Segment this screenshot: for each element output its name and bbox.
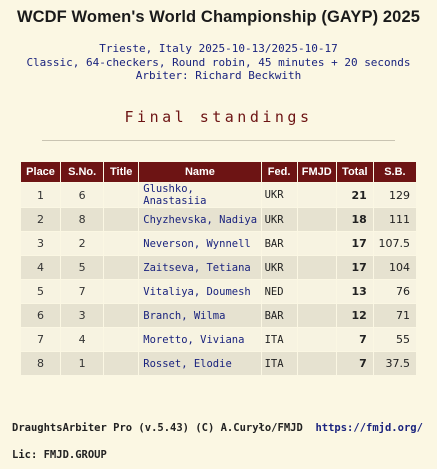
page-title: WCDF Women's World Championship (GAYP) 2… (16, 8, 421, 26)
fmjd-cell (297, 352, 336, 375)
title-cell (104, 208, 139, 231)
player-name-link[interactable]: Chyzhevska, Nadiya (139, 208, 261, 231)
license-text: Lic: FMJD.GROUP (12, 449, 107, 461)
fmjd-cell (297, 328, 336, 351)
fed-cell: BAR (261, 304, 297, 327)
header-place: Place (21, 162, 61, 182)
sno-cell: 4 (61, 328, 104, 351)
title-cell (104, 256, 139, 279)
fed-cell: ITA (261, 352, 297, 375)
total-cell: 17 (336, 232, 373, 255)
total-cell: 7 (336, 328, 373, 351)
total-cell: 13 (336, 280, 373, 303)
table-row: 7 4 Moretto, Viviana ITA 7 55 (21, 328, 416, 351)
table-header-row: Place S.No. Title Name Fed. FMJD Total S… (21, 162, 416, 182)
sno-cell: 5 (61, 256, 104, 279)
fed-cell: UKR (261, 256, 297, 279)
player-name-link[interactable]: Zaitseva, Tetiana (139, 256, 261, 279)
fmjd-cell (297, 280, 336, 303)
place-cell: 1 (21, 183, 61, 207)
sno-cell: 8 (61, 208, 104, 231)
sno-cell: 2 (61, 232, 104, 255)
header-fed: Fed. (261, 162, 297, 182)
place-cell: 4 (21, 256, 61, 279)
player-name-link[interactable]: Vitaliya, Doumesh (139, 280, 261, 303)
table-row: 3 2 Neverson, Wynnell BAR 17 107.5 (21, 232, 416, 255)
player-name-link[interactable]: Moretto, Viviana (139, 328, 261, 351)
arbiter: Arbiter: Richard Beckwith (135, 69, 302, 82)
sb-cell: 55 (373, 328, 416, 351)
fed-cell: BAR (261, 232, 297, 255)
software-name: DraughtsArbiter Pro (v.5.43) (C) A.Curył… (12, 422, 303, 434)
table-row: 6 3 Branch, Wilma BAR 12 71 (21, 304, 416, 327)
title-cell (104, 280, 139, 303)
location-dates: Trieste, Italy 2025-10-13/2025-10-17 (99, 42, 338, 55)
table-row: 2 8 Chyzhevska, Nadiya UKR 18 111 (21, 208, 416, 231)
player-name-link[interactable]: Neverson, Wynnell (139, 232, 261, 255)
place-cell: 3 (21, 232, 61, 255)
tournament-info: Trieste, Italy 2025-10-13/2025-10-17 Cla… (0, 42, 437, 83)
header-name: Name (139, 162, 261, 182)
sb-cell: 111 (373, 208, 416, 231)
place-cell: 5 (21, 280, 61, 303)
sno-cell: 3 (61, 304, 104, 327)
header-title: Title (104, 162, 139, 182)
player-name-link[interactable]: Rosset, Elodie (139, 352, 261, 375)
total-cell: 18 (336, 208, 373, 231)
sb-cell: 71 (373, 304, 416, 327)
player-name-link[interactable]: Glushko, Anastasiia (139, 183, 261, 207)
title-cell (104, 352, 139, 375)
fmjd-cell (297, 304, 336, 327)
header-fmjd: FMJD (297, 162, 336, 182)
sb-cell: 129 (373, 183, 416, 207)
fed-cell: UKR (261, 208, 297, 231)
fed-cell: UKR (261, 183, 297, 207)
fmjd-cell (297, 183, 336, 207)
title-cell (104, 328, 139, 351)
table-row: 5 7 Vitaliya, Doumesh NED 13 76 (21, 280, 416, 303)
fed-cell: NED (261, 280, 297, 303)
place-cell: 6 (21, 304, 61, 327)
standings-table: Place S.No. Title Name Fed. FMJD Total S… (20, 161, 417, 376)
total-cell: 7 (336, 352, 373, 375)
total-cell: 12 (336, 304, 373, 327)
fmjd-link[interactable]: https://fmjd.org/ (315, 422, 423, 434)
header-sb: S.B. (373, 162, 416, 182)
place-cell: 8 (21, 352, 61, 375)
fmjd-cell (297, 208, 336, 231)
sb-cell: 37.5 (373, 352, 416, 375)
player-name-link[interactable]: Branch, Wilma (139, 304, 261, 327)
place-cell: 7 (21, 328, 61, 351)
sno-cell: 1 (61, 352, 104, 375)
software-credit: DraughtsArbiter Pro (v.5.43) (C) A.Curył… (12, 422, 423, 434)
title-cell (104, 183, 139, 207)
table-row: 1 6 Glushko, Anastasiia UKR 21 129 (21, 183, 416, 207)
tournament-format: Classic, 64-checkers, Round robin, 45 mi… (26, 55, 411, 69)
fmjd-cell (297, 232, 336, 255)
total-cell: 17 (336, 256, 373, 279)
sb-cell: 76 (373, 280, 416, 303)
sb-cell: 104 (373, 256, 416, 279)
sno-cell: 6 (61, 183, 104, 207)
total-cell: 21 (336, 183, 373, 207)
header-total: Total (336, 162, 373, 182)
fed-cell: ITA (261, 328, 297, 351)
title-cell (104, 232, 139, 255)
sno-cell: 7 (61, 280, 104, 303)
fmjd-cell (297, 256, 336, 279)
divider (42, 140, 395, 141)
title-cell (104, 304, 139, 327)
header-sno: S.No. (61, 162, 104, 182)
sb-cell: 107.5 (373, 232, 416, 255)
table-row: 4 5 Zaitseva, Tetiana UKR 17 104 (21, 256, 416, 279)
section-title: Final standings (124, 108, 313, 126)
place-cell: 2 (21, 208, 61, 231)
table-row: 8 1 Rosset, Elodie ITA 7 37.5 (21, 352, 416, 375)
